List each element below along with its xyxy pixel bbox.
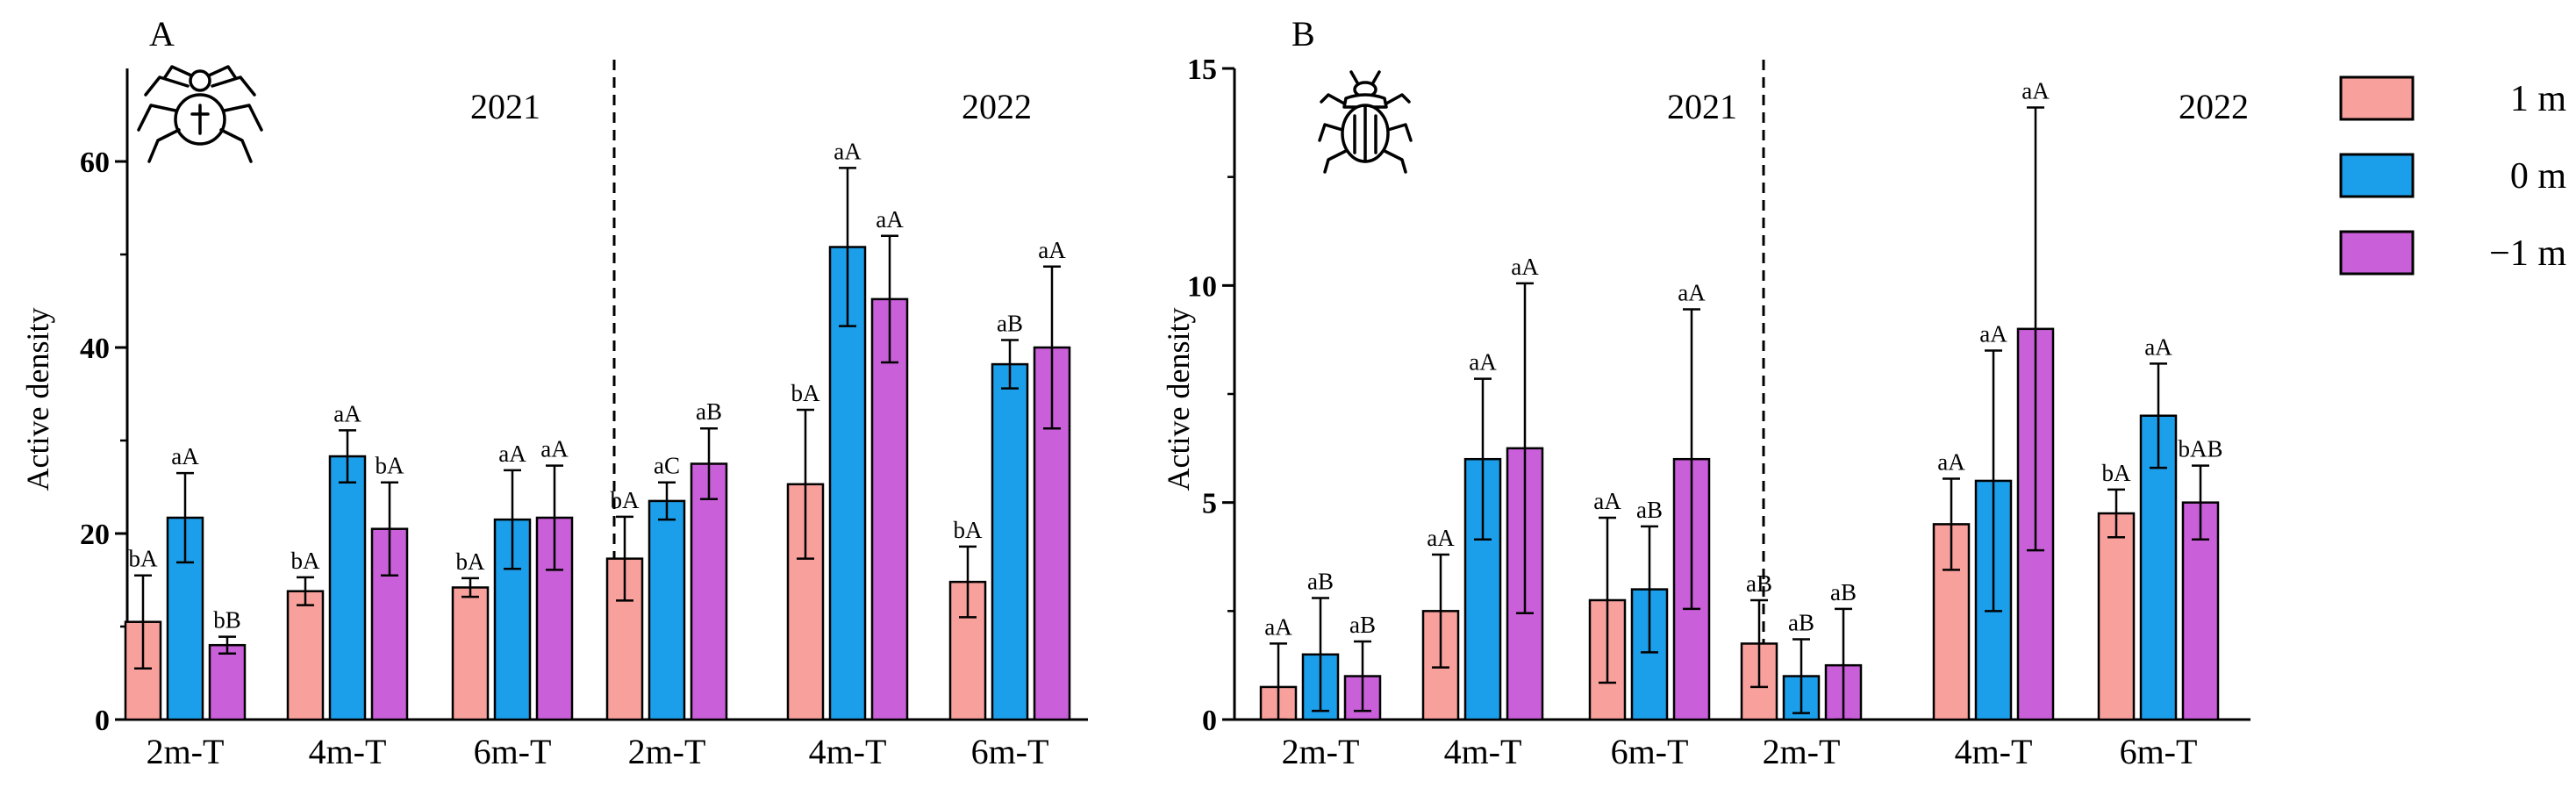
panel-1-significance-label: aA [1678, 280, 1706, 306]
panel-0-significance-label: aA [540, 436, 569, 462]
panel-0-bar [208, 643, 247, 721]
panel-b-label: B [1292, 14, 1315, 54]
panel-1-significance-label: aA [1979, 321, 2007, 347]
panel-1-significance-label: aB [1307, 568, 1334, 594]
panel-1-significance-label: aB [1788, 609, 1814, 635]
panel-1-y-tick-label: 10 [1187, 270, 1217, 303]
panel-0-significance-label: bA [291, 548, 321, 574]
panel-a-year-2021: 2021 [470, 87, 540, 126]
panel-1-category-label: 2m-T [1763, 732, 1841, 771]
panel-0-significance-label: bA [954, 517, 984, 543]
panel-0-significance-label: aB [997, 311, 1023, 337]
panel-1-category-label: 2m-T [1282, 732, 1360, 771]
panel-0-significance-label: aA [333, 400, 361, 426]
panel-0-significance-label: bA [791, 380, 821, 406]
panel-1-category-label: 4m-T [1955, 732, 2033, 771]
panel-1-y-tick-label: 15 [1187, 54, 1217, 86]
panel-1-significance-label: aA [2021, 78, 2050, 104]
panel-0-significance-label: aA [498, 441, 526, 467]
panel-0-significance-label: aA [1038, 237, 1066, 263]
legend-label-1: 0 m [2510, 156, 2567, 197]
panel-0-significance-label: bB [213, 607, 241, 634]
panel-0-category-label: 6m-T [474, 732, 552, 771]
panel-0-y-tick-label: 0 [95, 705, 110, 737]
panel-1-significance-label: aB [1349, 612, 1376, 638]
panel-1-y-tick-label: 5 [1202, 488, 1217, 520]
panel-0-bar [535, 516, 574, 721]
panel-1-significance-label: aA [1937, 448, 1965, 475]
panel-1-significance-label: aA [1264, 613, 1292, 640]
panel-0-bar [991, 362, 1029, 721]
panel-1-category-label: 4m-T [1444, 732, 1522, 771]
panel-0-significance-label: bA [129, 546, 159, 572]
panel-0-bar [370, 527, 409, 721]
panel-b-ylabel: Active density [1161, 308, 1196, 491]
panel-0-y-tick-label: 60 [80, 147, 110, 179]
panel-0-bar [328, 455, 367, 721]
panel-0-category-label: 6m-T [971, 732, 1049, 771]
panel-b-year-2021: 2021 [1667, 87, 1737, 126]
panel-0-significance-label: aC [654, 453, 680, 479]
beetle-icon [1318, 70, 1413, 174]
panel-1-significance-label: bAB [2178, 436, 2222, 462]
panel-1-significance-label: aA [1469, 349, 1497, 376]
panel-0-bar [286, 590, 325, 721]
panel-0-significance-label: aB [696, 398, 722, 425]
panel-1-category-label: 6m-T [1611, 732, 1689, 771]
legend-label-2: −1 m [2489, 233, 2566, 274]
panel-0-bar [690, 462, 728, 721]
panel-1-bar [2097, 512, 2136, 721]
legend-label-0: 1 m [2510, 79, 2567, 119]
panel-0-bar [451, 586, 490, 721]
panel-0-category-label: 2m-T [628, 732, 706, 771]
panel-1-significance-label: aA [1427, 525, 1455, 551]
legend-swatch-0 [2339, 75, 2415, 121]
spider-icon [137, 65, 263, 163]
panel-b-year-2022: 2022 [2179, 87, 2249, 126]
panel-0-y-tick-label: 20 [80, 519, 110, 551]
panel-1-significance-label: aB [1636, 497, 1663, 523]
panel-0-significance-label: bA [456, 548, 486, 575]
panel-0-bar [648, 499, 686, 721]
panel-0-category-label: 4m-T [309, 732, 387, 771]
panel-0-significance-label: aA [171, 443, 199, 469]
panel-0-significance-label: aA [834, 138, 862, 164]
panel-1-significance-label: aB [1746, 570, 1772, 597]
panel-1-significance-label: aA [1593, 488, 1621, 514]
panel-1-significance-label: aA [1511, 254, 1539, 280]
panel-a: A Active density 2021 2022 0 20 40 60 2m-T 4m… [20, 14, 1088, 771]
panel-1-y-tick-label: 0 [1202, 705, 1217, 737]
legend-swatch-1 [2339, 153, 2415, 198]
panel-0-y-tick-label: 40 [80, 333, 110, 365]
legend-swatch-2 [2339, 230, 2415, 276]
panel-1-significance-label: bA [2102, 460, 2132, 486]
legend: 1 m 0 m −1 m [2339, 75, 2567, 276]
panel-0-significance-label: bA [611, 487, 640, 513]
panel-0-significance-label: aA [876, 206, 904, 233]
panel-b: B Active density 2021 2022 0 5 10 15 2m-T 4m-… [1161, 14, 2250, 771]
panel-0-category-label: 2m-T [147, 732, 225, 771]
panel-0-bar [870, 297, 909, 721]
panel-a-ylabel: Active density [20, 308, 55, 491]
panel-a-label: A [149, 14, 175, 54]
panel-1-significance-label: aA [2144, 333, 2172, 360]
panel-a-year-2022: 2022 [962, 87, 1032, 126]
panel-0-category-label: 4m-T [809, 732, 887, 771]
panel-0-significance-label: bA [376, 453, 405, 479]
panel-1-significance-label: aB [1830, 579, 1857, 605]
panel-1-category-label: 6m-T [2120, 732, 2198, 771]
